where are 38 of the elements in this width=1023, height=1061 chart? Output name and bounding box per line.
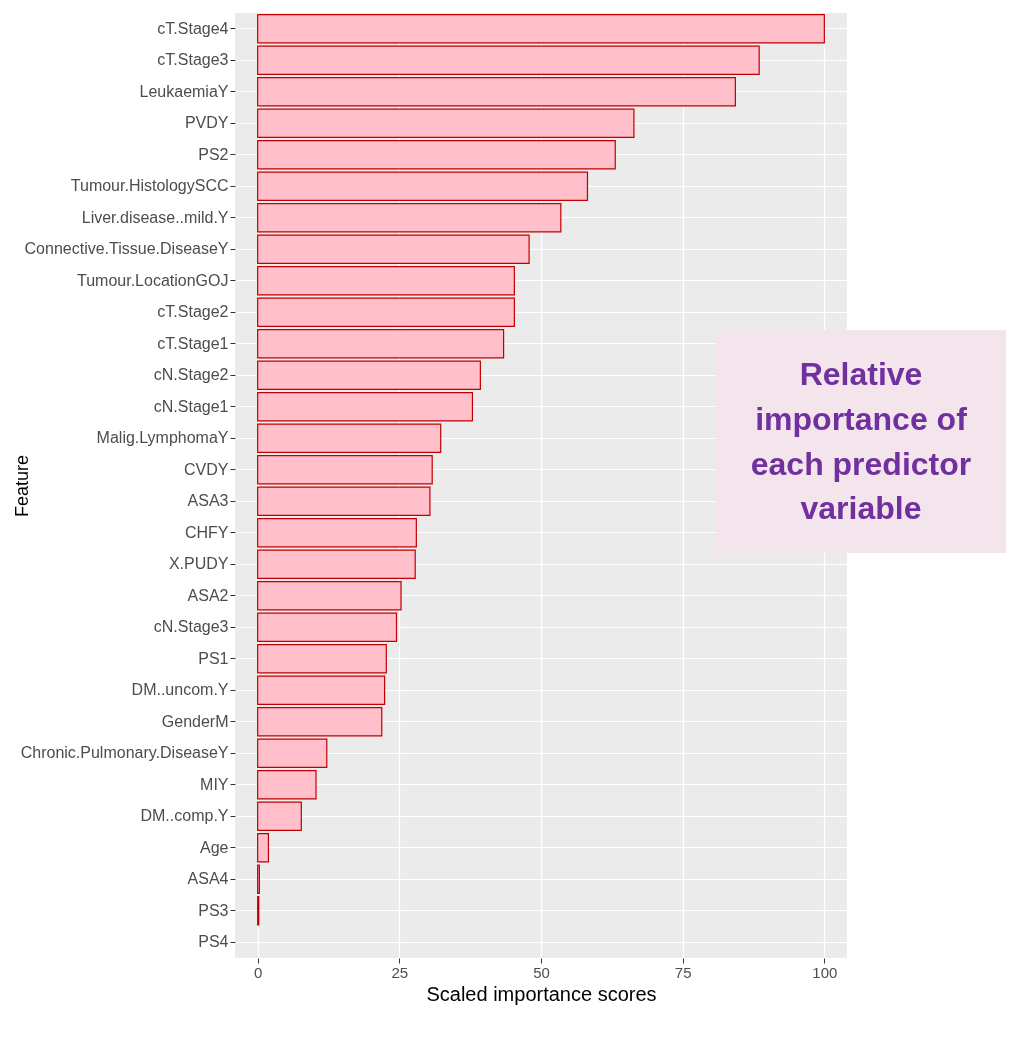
y-tick-label: ASA4: [187, 870, 229, 888]
y-tick-label: Connective.Tissue.DiseaseY: [24, 240, 229, 258]
y-tick-label: CVDY: [184, 460, 229, 478]
y-tick-label: cT.Stage2: [157, 303, 229, 321]
y-tick-label: MIY: [200, 775, 229, 793]
y-tick-label: cN.Stage3: [153, 618, 229, 636]
y-tick-label: DM..comp.Y: [140, 807, 229, 825]
y-tick-label: PVDY: [184, 114, 229, 132]
y-tick-label: CHFY: [184, 523, 229, 541]
y-tick-label: cT.Stage1: [157, 334, 229, 352]
y-tick-label: cT.Stage3: [157, 51, 229, 69]
y-tick-label: cN.Stage2: [153, 366, 229, 384]
x-tick-label: 100: [812, 963, 838, 981]
x-tick-label: 50: [533, 963, 550, 981]
x-tick-label: 25: [391, 963, 409, 981]
note-box: Relative importance of each predictor variable: [716, 330, 1006, 554]
y-tick-label: cT.Stage4: [157, 19, 229, 37]
y-tick-label: X.PUDY: [168, 555, 229, 573]
y-tick-label: ASA3: [187, 492, 229, 510]
y-tick-label: LeukaemiaY: [139, 82, 229, 100]
y-tick-label: Tumour.HistologySCC: [70, 177, 229, 195]
y-tick-label: ASA2: [187, 586, 229, 604]
y-tick-label: Tumour.LocationGOJ: [77, 271, 229, 289]
x-tick-label: 0: [253, 963, 263, 981]
y-tick-label: PS1: [198, 649, 229, 667]
y-axis-title: Feature: [11, 454, 32, 518]
y-tick-label: GenderM: [161, 712, 229, 730]
x-tick-label: 75: [674, 963, 692, 981]
y-tick-label: Malig.LymphomaY: [96, 429, 229, 447]
y-tick-label: Age: [200, 838, 229, 856]
x-axis-title: Scaled importance scores: [426, 982, 657, 1005]
y-tick-label: PS3: [198, 901, 229, 919]
y-tick-label: PS2: [198, 145, 229, 163]
y-tick-label: PS4: [198, 933, 229, 951]
y-tick-label: Liver.disease..mild.Y: [81, 208, 229, 226]
y-tick-label: Chronic.Pulmonary.DiseaseY: [20, 744, 229, 762]
y-tick-label: DM..uncom.Y: [131, 681, 229, 699]
y-tick-label: cN.Stage1: [153, 397, 229, 415]
